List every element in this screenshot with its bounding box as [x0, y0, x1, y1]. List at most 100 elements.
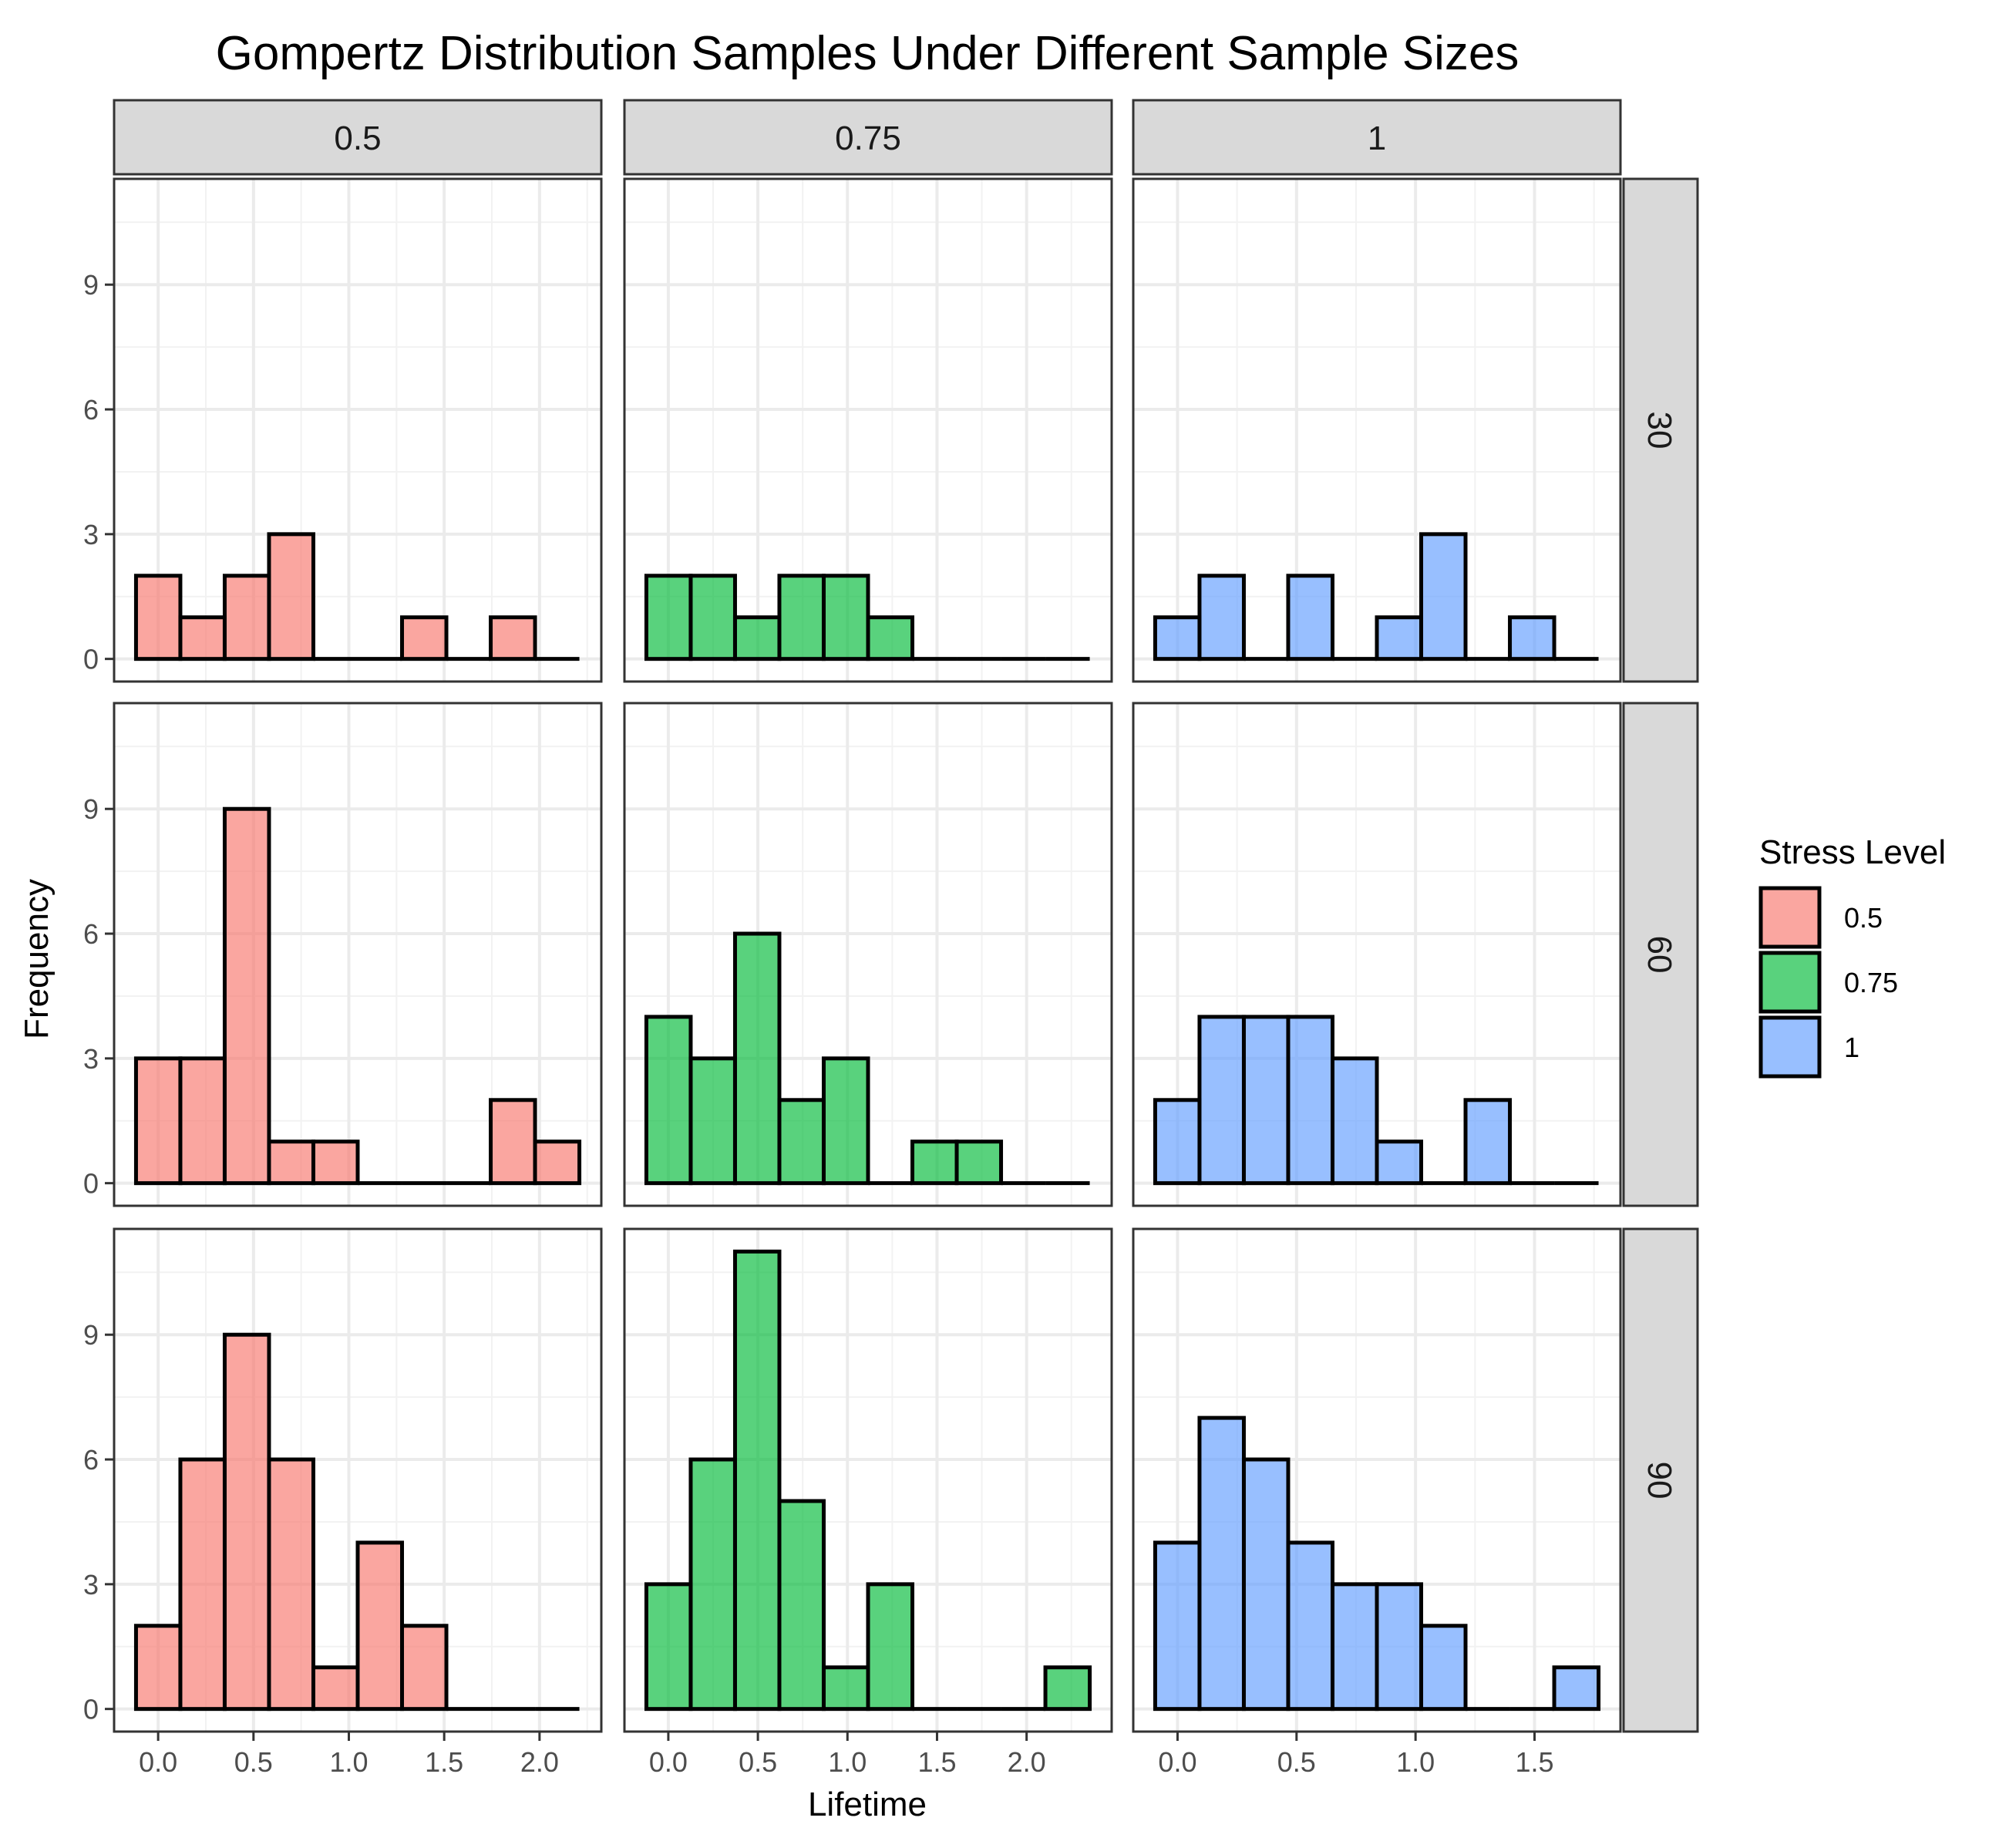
histogram-bar — [688, 1056, 737, 1186]
histogram-bar — [267, 532, 315, 661]
y-tick-label: 9 — [83, 793, 99, 825]
column-strip — [113, 99, 603, 176]
panel-border — [113, 702, 603, 1207]
histogram-bar — [688, 1457, 737, 1712]
histogram-bar — [1153, 615, 1202, 661]
histogram-bar — [866, 1582, 915, 1712]
y-tick-label: 9 — [83, 1319, 99, 1351]
histogram-bar — [1375, 615, 1424, 661]
histogram-bar — [1197, 1015, 1246, 1186]
histogram-bar — [178, 1457, 227, 1712]
histogram-bar — [1419, 1624, 1468, 1712]
histogram-bar — [777, 574, 826, 661]
histogram-bar — [1552, 1665, 1601, 1712]
y-tick-label: 3 — [83, 1043, 99, 1075]
histogram-bar — [222, 806, 271, 1186]
legend-key — [1758, 1015, 1822, 1079]
row-strip-label: 90 — [1641, 1462, 1678, 1500]
histogram-bar — [777, 1499, 826, 1712]
histogram-bar — [1375, 1582, 1424, 1712]
legend-key — [1758, 951, 1822, 1014]
legend-label: 1 — [1844, 1032, 1859, 1063]
y-tick-label: 3 — [83, 519, 99, 550]
histogram-bar — [1286, 1540, 1334, 1712]
facet-panel — [1132, 702, 1622, 1207]
histogram-bar — [1197, 574, 1246, 661]
x-tick-label: 0.5 — [234, 1746, 273, 1778]
row-strip-label: 30 — [1641, 412, 1678, 449]
histogram-bar — [732, 615, 782, 661]
histogram-bar — [133, 574, 183, 661]
x-axis-label: Lifetime — [808, 1786, 927, 1823]
histogram-bar — [644, 1582, 693, 1712]
x-tick-label: 0.0 — [649, 1746, 688, 1778]
histogram-bar — [1330, 1582, 1379, 1712]
row-strip — [1622, 177, 1699, 683]
legend-key — [1758, 886, 1822, 949]
column-strip — [1132, 99, 1622, 176]
histogram-bar — [1508, 615, 1556, 661]
facet-panel — [623, 702, 1113, 1207]
histogram-bar — [1375, 1139, 1424, 1186]
y-tick-label: 6 — [83, 1444, 99, 1476]
histogram-bar — [1241, 1457, 1291, 1712]
row-strip — [1622, 702, 1699, 1207]
panel-border — [113, 177, 603, 683]
y-tick-label: 3 — [83, 1569, 99, 1601]
legend: Stress Level 0.5 0.75 1 — [1758, 833, 1946, 1079]
histogram-bar — [178, 1056, 227, 1186]
histogram-bar — [1153, 1540, 1202, 1712]
histogram-bar — [267, 1139, 315, 1186]
facet-panel: 0 3 6 9 — [83, 702, 603, 1207]
histogram-bar — [910, 1139, 959, 1186]
histogram-bar — [355, 1540, 405, 1712]
facet-panel: 0 3 6 9 0.0 0.5 1.0 1.5 2.0 — [83, 1227, 603, 1778]
facet-panel: 0.0 0.5 1.0 1.5 2.0 — [623, 1227, 1113, 1778]
facet-panel — [623, 177, 1113, 683]
histogram-bar — [222, 1332, 271, 1712]
histogram-bar — [133, 1056, 183, 1186]
histogram-bar — [821, 1056, 870, 1186]
histogram-bar — [732, 1249, 782, 1712]
histogram-bar — [533, 1139, 582, 1186]
x-tick-label: 1.5 — [425, 1746, 463, 1778]
facet-panel: 0 3 6 9 — [83, 177, 603, 683]
histogram-bar — [311, 1139, 360, 1186]
x-tick-label: 2.0 — [520, 1746, 559, 1778]
histogram-bar — [1197, 1415, 1246, 1712]
histogram-bar — [732, 931, 782, 1186]
facet-panel — [1132, 177, 1622, 683]
histogram-bar — [1419, 532, 1468, 661]
column-strip — [623, 99, 1113, 176]
panel-border — [1132, 702, 1622, 1207]
x-tick-label: 2.0 — [1008, 1746, 1046, 1778]
x-tick-label: 0.5 — [739, 1746, 777, 1778]
x-tick-label: 0.5 — [1277, 1746, 1316, 1778]
histogram-bar — [1153, 1098, 1202, 1186]
column-strip-label: 1 — [1368, 119, 1386, 157]
histogram-bar — [644, 1015, 693, 1186]
histogram-bar — [821, 574, 870, 661]
histogram-bar — [1286, 574, 1334, 661]
y-tick-label: 0 — [83, 1694, 99, 1725]
x-tick-label: 1.0 — [1396, 1746, 1435, 1778]
histogram-bar — [400, 1624, 449, 1712]
y-tick-label: 6 — [83, 394, 99, 426]
legend-title: Stress Level — [1759, 833, 1946, 871]
panel-border — [623, 702, 1113, 1207]
histogram-bar — [1286, 1015, 1334, 1186]
row-strip — [1622, 1227, 1699, 1733]
x-tick-label: 1.5 — [917, 1746, 956, 1778]
histogram-bar — [644, 574, 693, 661]
facet-panel: 0.0 0.5 1.0 1.5 — [1132, 1227, 1622, 1778]
legend-label: 0.75 — [1844, 967, 1898, 998]
histogram-bar — [267, 1457, 315, 1712]
legend-label: 0.5 — [1844, 902, 1883, 934]
x-tick-label: 0.0 — [1158, 1746, 1196, 1778]
row-strip-label: 60 — [1641, 936, 1678, 974]
x-tick-label: 1.5 — [1515, 1746, 1553, 1778]
panel-border — [1132, 177, 1622, 683]
panel-border — [113, 1227, 603, 1733]
y-tick-label: 6 — [83, 918, 99, 950]
